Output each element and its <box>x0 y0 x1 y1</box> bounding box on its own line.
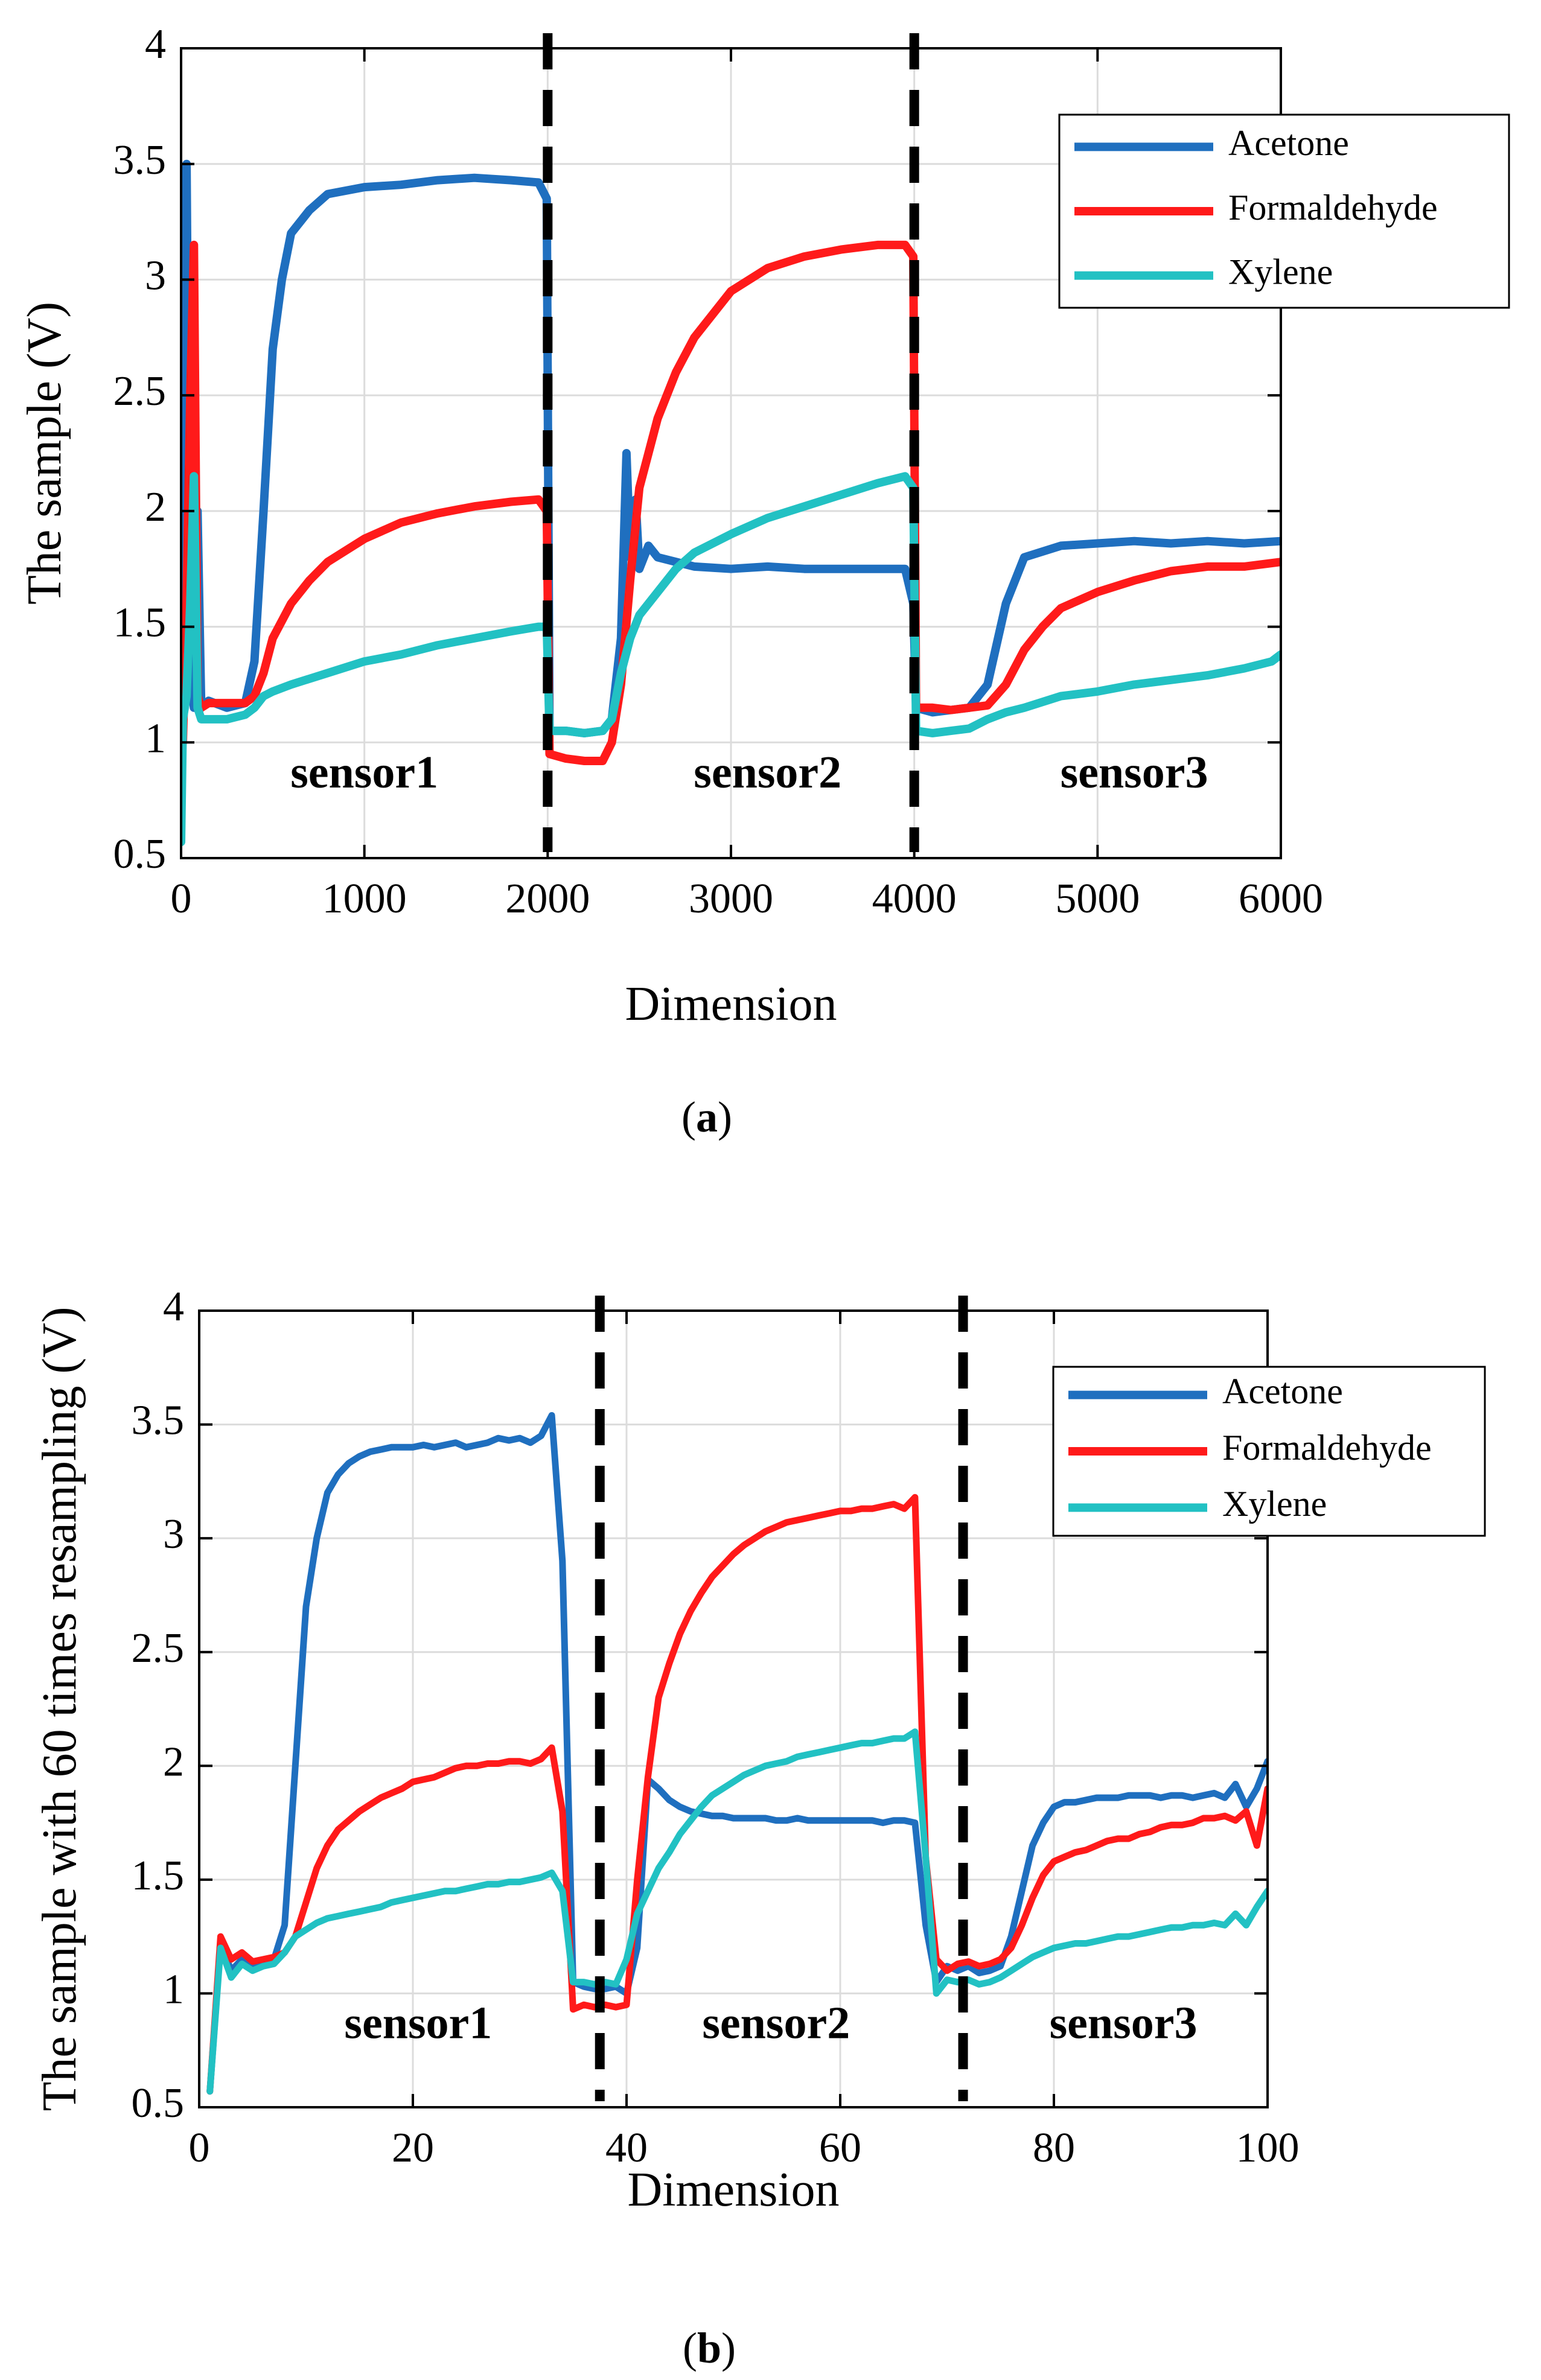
x-axis-label: Dimension <box>625 978 837 1031</box>
x-tick-label: 40 <box>605 2125 648 2171</box>
series-line-xylene <box>206 1728 1268 2095</box>
y-tick-label: 0.5 <box>113 831 167 877</box>
caption-letter: b <box>697 2324 721 2372</box>
panel-caption: (a) <box>681 1093 732 1141</box>
x-tick-label: 4000 <box>872 876 957 922</box>
y-tick-label: 2 <box>145 484 166 530</box>
x-tick-label: 5000 <box>1055 876 1140 922</box>
x-tick-label: 3000 <box>689 876 773 922</box>
legend-label-formaldehyde: Formaldehyde <box>1228 188 1438 228</box>
legend-label-xylene: Xylene <box>1228 252 1333 291</box>
y-tick-label: 3 <box>145 252 166 299</box>
x-tick-label: 60 <box>819 2125 861 2171</box>
series-line-xylene <box>181 472 1281 847</box>
region-label-sensor2: sensor2 <box>694 747 841 798</box>
y-tick-label: 3.5 <box>132 1398 185 1444</box>
region-label-sensor1: sensor1 <box>344 1997 492 2048</box>
caption-letter: a <box>696 1093 718 1141</box>
legend-label-xylene: Xylene <box>1222 1484 1327 1524</box>
y-axis-label: The sample (V) <box>18 302 71 605</box>
y-tick-label: 1.5 <box>132 1853 185 1899</box>
x-tick-label: 2000 <box>505 876 590 922</box>
panel-caption: (b) <box>683 2324 736 2372</box>
legend: Acetone Formaldehyde Xylene <box>1052 1366 1486 1537</box>
series-line-formaldehyde <box>206 1494 1268 2095</box>
y-axis-label: The sample with 60 times resampling (V) <box>33 1306 86 2111</box>
legend-label-acetone: Acetone <box>1228 123 1349 163</box>
y-tick-label: 2.5 <box>113 368 167 415</box>
x-tick-label: 0 <box>189 2125 210 2171</box>
x-tick-label: 1000 <box>322 876 407 922</box>
x-axis-label: Dimension <box>627 2163 839 2216</box>
chart-panel-a: sensor1 sensor2 sensor3 0 1000 2000 3000 4000 50… <box>18 21 1510 1141</box>
series-line-acetone <box>206 1412 1268 2095</box>
x-tick-label: 6000 <box>1239 876 1323 922</box>
caption-open: ( <box>683 2324 697 2372</box>
legend-label-formaldehyde: Formaldehyde <box>1222 1428 1432 1468</box>
chart-panel-b: sensor1 sensor2 sensor3 0 20 40 60 80 100 0.5 1 1.5… <box>33 1284 1486 2372</box>
y-tick-label: 2 <box>163 1739 184 1785</box>
y-tick-label: 4 <box>163 1284 184 1330</box>
region-label-sensor2: sensor2 <box>702 1997 850 2048</box>
x-tick-label: 80 <box>1033 2125 1075 2171</box>
caption-close: ) <box>718 1093 732 1141</box>
y-tick-label: 3.5 <box>113 137 167 183</box>
x-tick-label: 0 <box>171 876 192 922</box>
region-label-sensor1: sensor1 <box>290 747 438 798</box>
y-tick-label: 1 <box>145 715 166 762</box>
x-tick-label: 20 <box>392 2125 434 2171</box>
series-group <box>206 1412 1268 2095</box>
y-tick-label: 0.5 <box>132 2080 185 2127</box>
caption-open: ( <box>681 1093 696 1141</box>
y-tick-label: 4 <box>145 21 166 68</box>
x-tick-label: 100 <box>1236 2125 1300 2171</box>
series-group <box>181 159 1281 847</box>
region-label-sensor3: sensor3 <box>1061 747 1208 798</box>
legend: Acetone Formaldehyde Xylene <box>1058 113 1510 309</box>
y-tick-label: 3 <box>163 1511 184 1558</box>
caption-close: ) <box>721 2324 736 2372</box>
y-tick-label: 1.5 <box>113 600 167 646</box>
region-label-sensor3: sensor3 <box>1050 1997 1198 2048</box>
axes-box <box>198 1309 1269 2108</box>
y-tick-label: 2.5 <box>132 1625 185 1672</box>
legend-label-acetone: Acetone <box>1222 1371 1343 1411</box>
y-tick-label: 1 <box>163 1966 184 2012</box>
